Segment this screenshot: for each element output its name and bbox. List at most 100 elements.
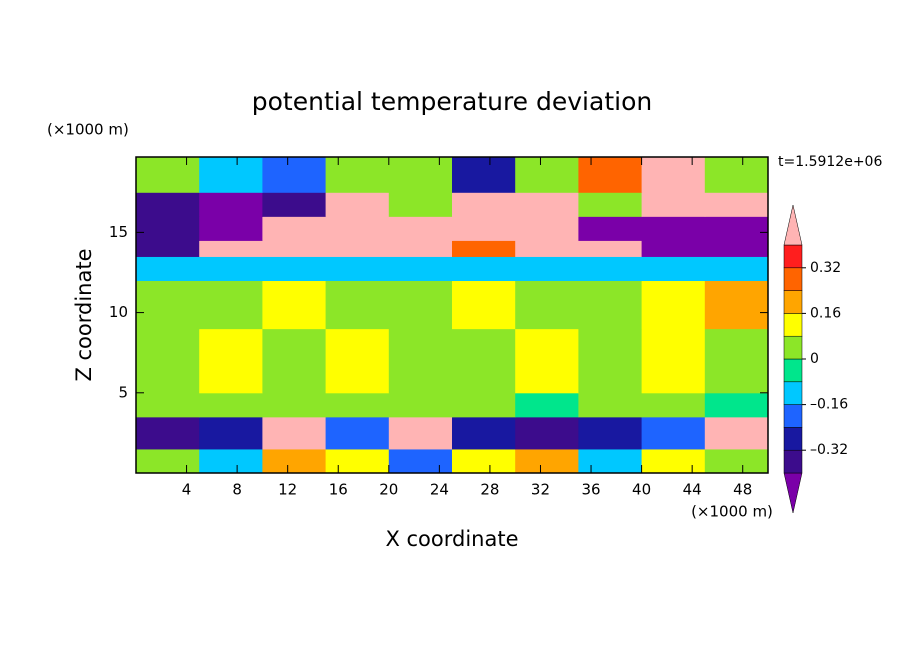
colorbar-box: [783, 244, 803, 269]
contour-cell: [515, 192, 579, 217]
contour-cell: [452, 328, 516, 394]
contour-cell: [578, 240, 643, 257]
x-axis-label: X coordinate: [385, 527, 518, 551]
contour-cell: [262, 240, 327, 257]
x-tick-label: 32: [531, 481, 550, 499]
contour-cell: [515, 448, 579, 474]
contour-cell: [136, 216, 200, 241]
contour-cell: [515, 157, 579, 193]
x-tick-label: 12: [278, 481, 297, 499]
contour-cell: [262, 216, 327, 241]
contour-cell: [578, 216, 643, 241]
contour-cell: [641, 448, 706, 474]
contour-cell: [578, 280, 643, 330]
contour-cell: [136, 328, 200, 394]
colorbar-box: [783, 404, 803, 428]
contour-cell: [515, 256, 579, 282]
x-tick-label: 36: [581, 481, 600, 499]
contour-cell: [704, 328, 769, 394]
x-tick-label: 8: [232, 481, 242, 499]
contour-cell: [325, 416, 390, 450]
contour-cell: [641, 192, 706, 217]
contour-cell: [136, 448, 200, 474]
chart-title: potential temperature deviation: [252, 87, 652, 116]
contour-cell: [199, 157, 263, 193]
contour-cell: [388, 240, 453, 257]
contour-cell: [136, 416, 200, 450]
contour-cell: [325, 192, 390, 217]
contour-cell: [452, 256, 516, 282]
contour-cell: [704, 240, 769, 257]
contour-cell: [452, 216, 516, 241]
contour-cell: [325, 256, 390, 282]
contour-cell: [578, 416, 643, 450]
colorbar-box: [783, 449, 803, 474]
contour-cell: [704, 216, 769, 241]
contour-cell: [136, 192, 200, 217]
contour-cell: [199, 280, 263, 330]
contour-cell: [578, 448, 643, 474]
x-tick-label: 28: [480, 481, 499, 499]
contour-cell: [704, 157, 769, 193]
contour-cell: [578, 392, 643, 418]
contour-cell: [452, 240, 516, 257]
contour-cell: [262, 328, 327, 394]
y-tick-label: 5: [118, 383, 128, 401]
x-tick-label: 16: [329, 481, 348, 499]
contour-cell: [325, 157, 390, 193]
contour-cell: [641, 328, 706, 394]
annotation: t=1.5912e+06: [778, 154, 882, 170]
colorbar-box: [783, 290, 803, 314]
x-tick-label: 44: [683, 481, 702, 499]
x-tick-label: 48: [733, 481, 752, 499]
contour-cell: [388, 392, 453, 418]
contour-cell: [136, 392, 200, 418]
contour-cell: [325, 328, 390, 394]
y-units: (×1000 m): [47, 121, 129, 139]
y-tick-label: 10: [109, 303, 128, 321]
contour-cell: [325, 216, 390, 241]
contour-cell: [262, 157, 327, 193]
contour-cell: [704, 256, 769, 282]
contour-cell: [641, 240, 706, 257]
colorbar-tick-label: 0: [810, 351, 819, 367]
contour-cell: [452, 448, 516, 474]
contour-cell: [199, 240, 263, 257]
contour-cell: [325, 240, 390, 257]
contour-cell: [136, 240, 200, 257]
x-units: (×1000 m): [691, 503, 773, 521]
contour-cell: [388, 448, 453, 474]
contour-cell: [136, 157, 200, 193]
colorbar-box: [783, 335, 803, 360]
contour-cell: [388, 328, 453, 394]
y-axis-label: Z coordinate: [72, 248, 96, 381]
colorbar-tick-label: –0.32: [810, 442, 848, 458]
contour-cell: [641, 157, 706, 193]
contour-cell: [641, 392, 706, 418]
colorbar-tick-label: 0.32: [810, 260, 841, 276]
contour-cell: [641, 416, 706, 450]
plot-frame: [135, 156, 769, 474]
contour-cell: [262, 416, 327, 450]
contour-cell: [452, 416, 516, 450]
contour-cell: [704, 280, 769, 330]
colorbar-box: [783, 267, 803, 291]
contour-cell: [641, 256, 706, 282]
x-tick-label: 24: [430, 481, 449, 499]
contour-cell: [641, 216, 706, 241]
colorbar-tick-label: 0.16: [810, 305, 841, 321]
contour-cell: [704, 392, 769, 418]
contour-cell: [641, 280, 706, 330]
contour-cell: [325, 392, 390, 418]
colorbar-triangle: [783, 204, 803, 246]
colorbar-box: [783, 427, 803, 451]
contour-cell: [388, 256, 453, 282]
colorbar-tick-label: –0.16: [810, 397, 848, 413]
colorbar-triangle: [783, 472, 803, 514]
contour-cell: [199, 416, 263, 450]
x-tick-label: 4: [182, 481, 192, 499]
contour-cell: [515, 216, 579, 241]
contour-cell: [452, 280, 516, 330]
contour-cell: [199, 328, 263, 394]
